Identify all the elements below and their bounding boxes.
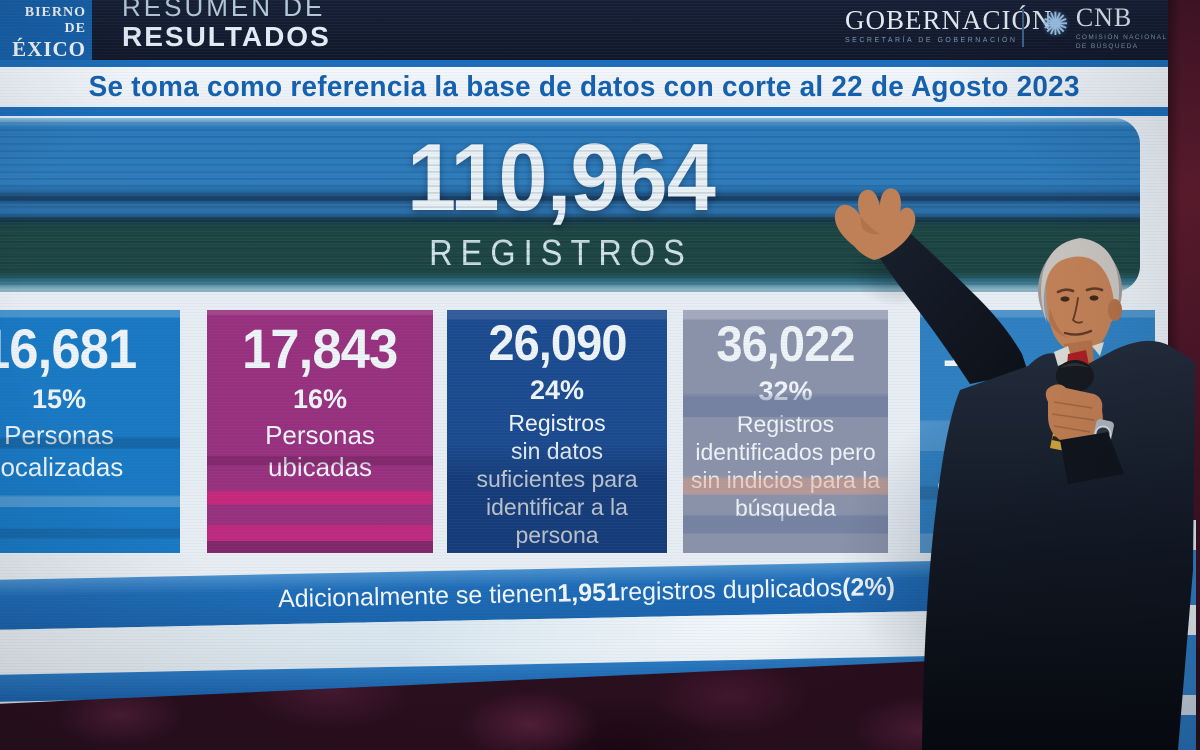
stat-card-sin-datos-suficientes: 26,090 24% Registros sin datos suficient…: [447, 310, 667, 553]
reference-note: Se toma como referencia la base de datos…: [88, 70, 1080, 103]
reference-banner: Se toma como referencia la base de datos…: [0, 60, 1168, 116]
stat-card-personas-localizadas: 16,681 15% Personas localizadas: [0, 310, 180, 553]
stat-card-sin-indicios: 36,022 32% Registros identificados pero …: [683, 310, 888, 553]
total-band: 110,964 REGISTROS: [0, 118, 1140, 292]
microphone-head: [1056, 360, 1094, 392]
cnb-subtitle-line1: COMISIÓN NACIONAL: [1075, 33, 1168, 41]
eye-left: [1060, 296, 1070, 302]
card-label: Registros sin datos suficientes para ide…: [476, 409, 638, 548]
card-number: 16,681: [0, 317, 138, 380]
gobierno-logo-line2: ÉXICO: [12, 37, 86, 62]
cnb-wordmark: CNB: [1075, 3, 1133, 32]
gobernacion-wordmark: GOBERNACIÓN: [845, 5, 1053, 35]
card-number: 26,090: [487, 315, 627, 371]
hand-shading: [860, 216, 880, 235]
total-label: REGISTROS: [429, 232, 693, 273]
cnb-logo: ✺ CNB COMISIÓN NACIONAL DE BÚSQUEDA: [1042, 3, 1168, 51]
face: [1046, 250, 1115, 354]
card-number: 36,022: [716, 316, 855, 372]
wrist-sleeve: [1060, 432, 1124, 484]
duplicates-number: 1,951: [557, 577, 621, 608]
presenter-figure: [834, 188, 1195, 750]
gobernacion-logo: GOBERNACIÓN SECRETARÍA DE GOBERNACIÓN: [845, 5, 1053, 44]
card-percent: 32%: [758, 375, 813, 406]
card-percent: 16%: [292, 383, 348, 414]
shirt-collar-right: [1092, 342, 1104, 356]
card-label: Personas localizadas: [0, 419, 124, 482]
reference-banner-inner: Se toma como referencia la base de datos…: [0, 67, 1168, 107]
slide-title-line1: RESUMEN DE: [122, 0, 326, 22]
pointing-hand: [834, 188, 916, 260]
gripping-hand: [1045, 384, 1103, 444]
cnb-ornament-icon: ✺: [1042, 6, 1069, 42]
card-label: Registros identificados pero sin indicio…: [690, 410, 880, 521]
gobierno-de-mexico-logo: BIERNO DE ÉXICO: [0, 0, 92, 62]
gobierno-logo-line1: BIERNO DE: [24, 5, 86, 37]
card-label: Personas ubicadas: [265, 419, 375, 482]
card-percent: 24%: [529, 374, 585, 405]
card-percent: 15%: [31, 383, 87, 414]
raised-arm: [861, 208, 1028, 384]
face-features: [1056, 287, 1104, 336]
microphone-highlight: [1060, 363, 1090, 368]
coat-body: [922, 340, 1195, 750]
slide-title-line2: RESULTADOS: [122, 20, 331, 52]
total-number: 110,964: [407, 124, 716, 231]
cheek-shade: [1049, 308, 1068, 338]
slide-title: RESUMEN DE RESULTADOS: [122, 0, 331, 52]
ear: [1108, 299, 1122, 321]
logo-divider: [1022, 9, 1024, 47]
gobernacion-subtitle: SECRETARÍA DE GOBERNACIÓN: [845, 37, 1018, 44]
hair-front: [1041, 238, 1120, 324]
slide-header: RESUMEN DE RESULTADOS GOBERNACIÓN SECRET…: [0, 0, 1168, 60]
card-number: 17,843: [242, 317, 398, 380]
finger-lines: [1051, 401, 1095, 433]
cnb-subtitle-line2: DE BÚSQUEDA: [1075, 42, 1139, 50]
duplicates-text-start: Adicionalmente se tienen: [277, 579, 558, 613]
stat-card-personas-ubicadas: 17,843 16% Personas ubicadas: [207, 310, 433, 553]
eye-right: [1089, 295, 1099, 301]
